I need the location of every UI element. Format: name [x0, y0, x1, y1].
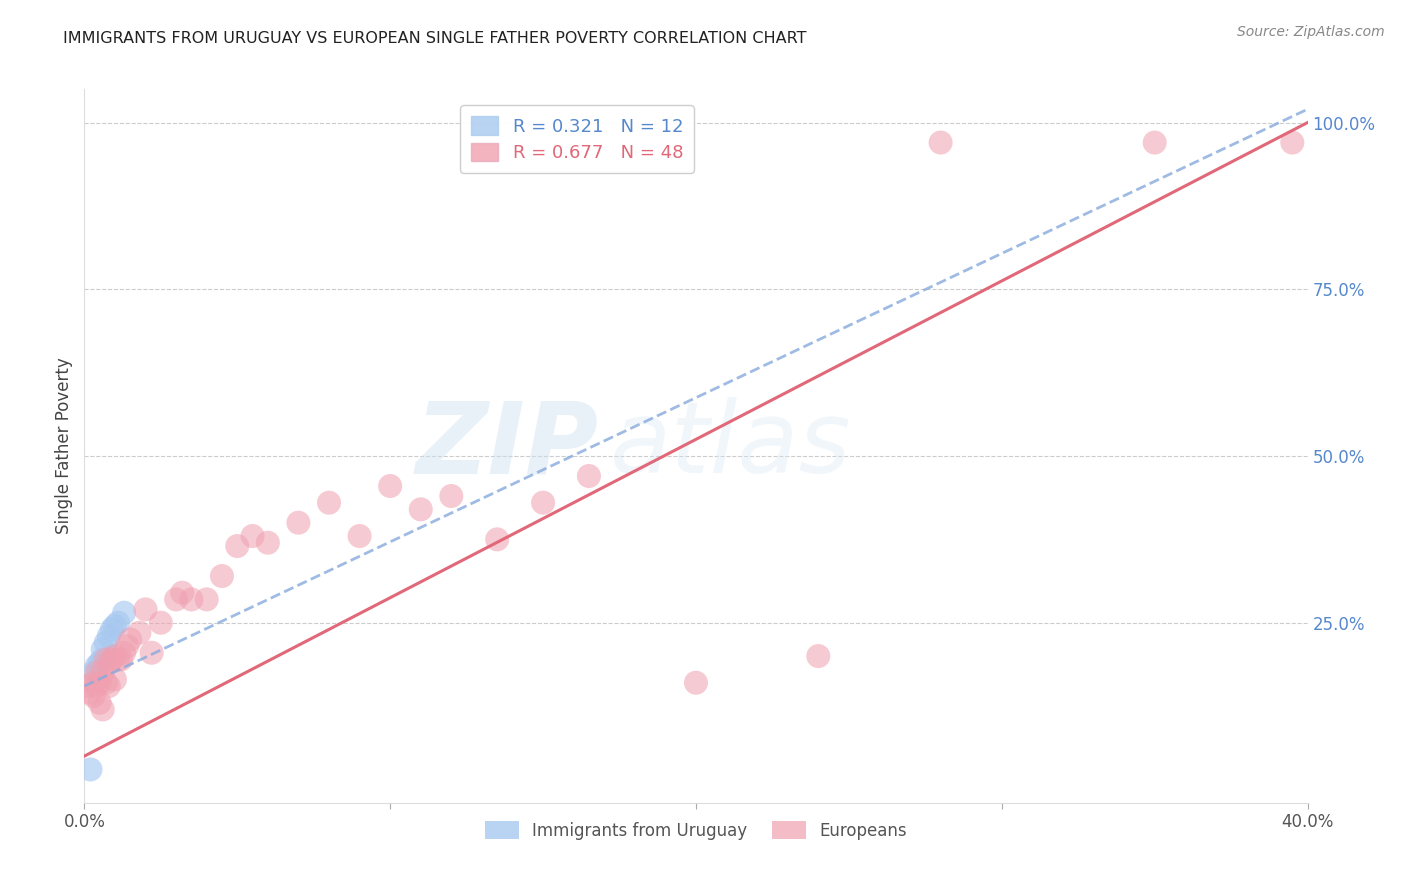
- Point: [115, 639, 138, 653]
- Point: [380, 479, 402, 493]
- Point: [97, 656, 120, 670]
- Point: [112, 606, 135, 620]
- Point: [195, 592, 218, 607]
- Point: [807, 649, 830, 664]
- Point: [135, 602, 157, 616]
- Point: [76, 679, 98, 693]
- Point: [91, 702, 114, 716]
- Point: [104, 619, 127, 633]
- Point: [287, 516, 309, 530]
- Point: [91, 652, 114, 666]
- Point: [172, 585, 194, 599]
- Point: [83, 665, 105, 680]
- Point: [242, 529, 264, 543]
- Point: [578, 469, 600, 483]
- Point: [211, 569, 233, 583]
- Point: [1281, 136, 1303, 150]
- Point: [440, 489, 463, 503]
- Point: [101, 652, 124, 666]
- Point: [141, 646, 163, 660]
- Point: [257, 535, 280, 549]
- Point: [128, 625, 150, 640]
- Point: [107, 652, 129, 666]
- Text: atlas: atlas: [610, 398, 852, 494]
- Point: [86, 679, 108, 693]
- Point: [531, 496, 554, 510]
- Point: [929, 136, 952, 150]
- Point: [318, 496, 340, 510]
- Point: [685, 675, 707, 690]
- Point: [83, 675, 105, 690]
- Point: [94, 675, 117, 690]
- Point: [97, 629, 120, 643]
- Point: [94, 636, 117, 650]
- Legend: Immigrants from Uruguay, Europeans: Immigrants from Uruguay, Europeans: [477, 814, 915, 848]
- Y-axis label: Single Father Poverty: Single Father Poverty: [55, 358, 73, 534]
- Point: [86, 665, 108, 680]
- Point: [1143, 136, 1166, 150]
- Point: [165, 592, 187, 607]
- Point: [349, 529, 371, 543]
- Point: [101, 623, 124, 637]
- Point: [120, 632, 142, 647]
- Point: [91, 665, 114, 680]
- Text: Source: ZipAtlas.com: Source: ZipAtlas.com: [1237, 25, 1385, 39]
- Point: [107, 615, 129, 630]
- Point: [86, 659, 108, 673]
- Point: [89, 696, 111, 710]
- Point: [112, 646, 135, 660]
- Point: [409, 502, 432, 516]
- Point: [79, 763, 101, 777]
- Point: [149, 615, 172, 630]
- Point: [83, 689, 105, 703]
- Point: [79, 686, 101, 700]
- Point: [94, 652, 117, 666]
- Point: [97, 679, 120, 693]
- Text: ZIP: ZIP: [415, 398, 598, 494]
- Point: [104, 649, 127, 664]
- Point: [226, 539, 249, 553]
- Point: [486, 533, 509, 547]
- Point: [89, 675, 111, 690]
- Point: [180, 592, 202, 607]
- Point: [110, 652, 132, 666]
- Point: [89, 656, 111, 670]
- Point: [104, 673, 127, 687]
- Point: [91, 642, 114, 657]
- Text: IMMIGRANTS FROM URUGUAY VS EUROPEAN SINGLE FATHER POVERTY CORRELATION CHART: IMMIGRANTS FROM URUGUAY VS EUROPEAN SING…: [63, 31, 807, 46]
